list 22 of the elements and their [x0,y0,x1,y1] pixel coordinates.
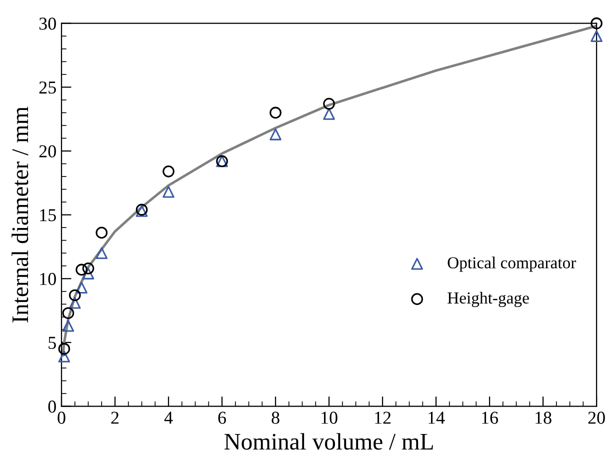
x-tick-label: 10 [322,412,338,424]
x-tick-label: 16 [482,412,498,424]
y-tick-label: 20 [39,145,56,158]
y-tick-label: 30 [39,18,56,30]
x-tick-label: 8 [272,412,280,424]
x-tick-label: 14 [428,412,445,424]
x-tick-label: 0 [58,412,66,424]
legend-label: Height-gage [448,292,529,308]
y-tick-label: 5 [48,336,56,349]
x-axis-title: Nominal volume / mL [224,433,433,450]
x-tick-label: 6 [218,412,226,424]
y-tick-label: 15 [40,209,56,222]
y-tick-label: 10 [40,272,56,286]
y-axis-title: Internal diameter / mm [12,106,28,322]
x-tick-label: 4 [164,412,173,424]
legend-label: Optical comparator [448,256,576,272]
x-tick-label: 12 [375,412,391,424]
x-tick-label: 18 [536,412,552,424]
y-tick-label: 25 [39,81,56,94]
x-tick-label: 20 [588,412,605,424]
x-tick-label: 2 [111,412,119,424]
y-tick-label: 0 [48,400,56,413]
